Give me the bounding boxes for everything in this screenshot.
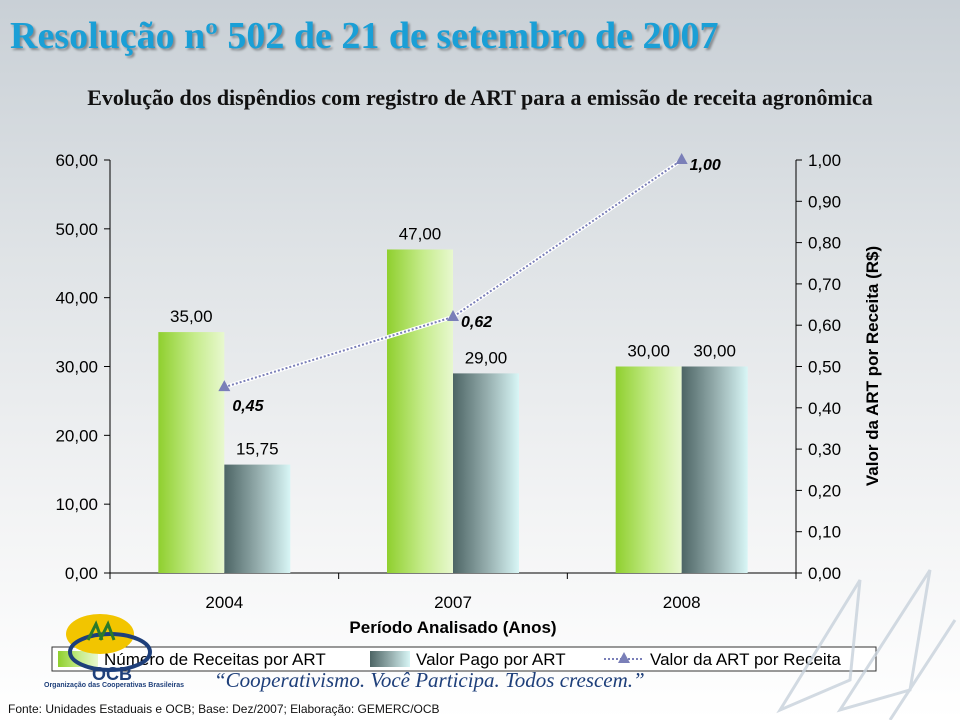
y2-tick-label: 1,00 <box>808 151 841 170</box>
line-series <box>224 159 683 389</box>
legend-box <box>51 646 877 672</box>
legend-swatch <box>58 651 98 667</box>
bar <box>615 366 682 573</box>
ocb-logo-icon <box>66 614 152 672</box>
y2-tick-label: 0,00 <box>808 564 841 583</box>
legend-swatch <box>370 651 410 667</box>
bar-value-label: 35,00 <box>170 307 213 326</box>
y-tick-label: 0,00 <box>65 564 98 583</box>
line-point <box>675 153 688 164</box>
chart-line <box>218 153 688 392</box>
y2-tick-label: 0,20 <box>808 481 841 500</box>
chart-axes: 0,00 10,00 20,00 30,00 40,00 50,00 60,00 0,00 0,… <box>55 151 882 637</box>
footer-source: Fonte: Unidades Estaduais e OCB; Base: D… <box>8 702 440 716</box>
y2-tick-label: 0,50 <box>808 358 841 377</box>
line-value-label: 1,00 <box>690 157 721 174</box>
y2-tick-label: 0,40 <box>808 399 841 418</box>
line-point <box>447 309 459 321</box>
y2-tick-label: 0,10 <box>808 523 841 542</box>
slide-title: Resolução nº 502 de 21 de setembro de 20… <box>10 15 719 57</box>
y2-tick-label: 0,80 <box>808 234 841 253</box>
y-tick-label: 20,00 <box>55 426 98 445</box>
bar <box>158 332 225 573</box>
legend-marker <box>618 652 630 663</box>
x-tick-label: 2007 <box>434 593 472 612</box>
x-tick-label: 2004 <box>205 593 243 612</box>
chart-legend: Número de Receitas por ART Valor Pago por… <box>51 646 877 672</box>
y-tick-label: 60,00 <box>55 151 98 170</box>
bar <box>387 249 453 573</box>
x-axis-title: Período Analisado (Anos) <box>349 618 556 637</box>
y-tick-label: 10,00 <box>55 495 98 514</box>
x-tick-label: 2008 <box>663 593 701 612</box>
bar <box>681 366 748 573</box>
line-value-label: 0,62 <box>461 314 492 331</box>
y2-tick-label: 0,70 <box>808 275 841 294</box>
y2-axis-title: Valor da ART por Receita (R$) <box>863 246 882 486</box>
y-tick-label: 50,00 <box>55 220 98 239</box>
logo-word: OCB <box>92 664 132 684</box>
slogan: “Cooperativismo. Você Participa. Todos c… <box>214 668 645 692</box>
chart-title: Evolução dos dispêndios com registro de … <box>87 85 873 110</box>
decorative-arrows-icon <box>776 569 957 720</box>
y2-tick-label: 0,60 <box>808 316 841 335</box>
bar-value-label: 29,00 <box>465 348 508 367</box>
y2-tick-label: 0,30 <box>808 440 841 459</box>
y2-tick-label: 0,90 <box>808 192 841 211</box>
bar-value-label: 30,00 <box>627 342 670 361</box>
y-tick-label: 30,00 <box>55 358 98 377</box>
chart-labels: 35,00 15,75 47,00 29,00 30,00 30,00 0,45 0,62 1,… <box>170 157 736 459</box>
bar <box>224 464 291 573</box>
bar-value-label: 15,75 <box>236 440 279 459</box>
legend-label: Valor da ART por Receita <box>650 650 841 669</box>
line-value-label: 0,45 <box>232 398 264 415</box>
legend-label: Valor Pago por ART <box>416 650 566 669</box>
bar-value-label: 30,00 <box>693 342 736 361</box>
y-tick-label: 40,00 <box>55 289 98 308</box>
chart: 0,00 10,00 20,00 30,00 40,00 50,00 60,00 0,00 0,… <box>51 151 882 672</box>
bar <box>453 373 519 573</box>
line-point <box>218 380 231 392</box>
bar-value-label: 47,00 <box>399 224 442 243</box>
legend-label: Número de Receitas por ART <box>104 650 326 669</box>
logo-subtext: Organização das Cooperativas Brasileiras <box>44 682 185 689</box>
chart-bars <box>158 249 748 573</box>
